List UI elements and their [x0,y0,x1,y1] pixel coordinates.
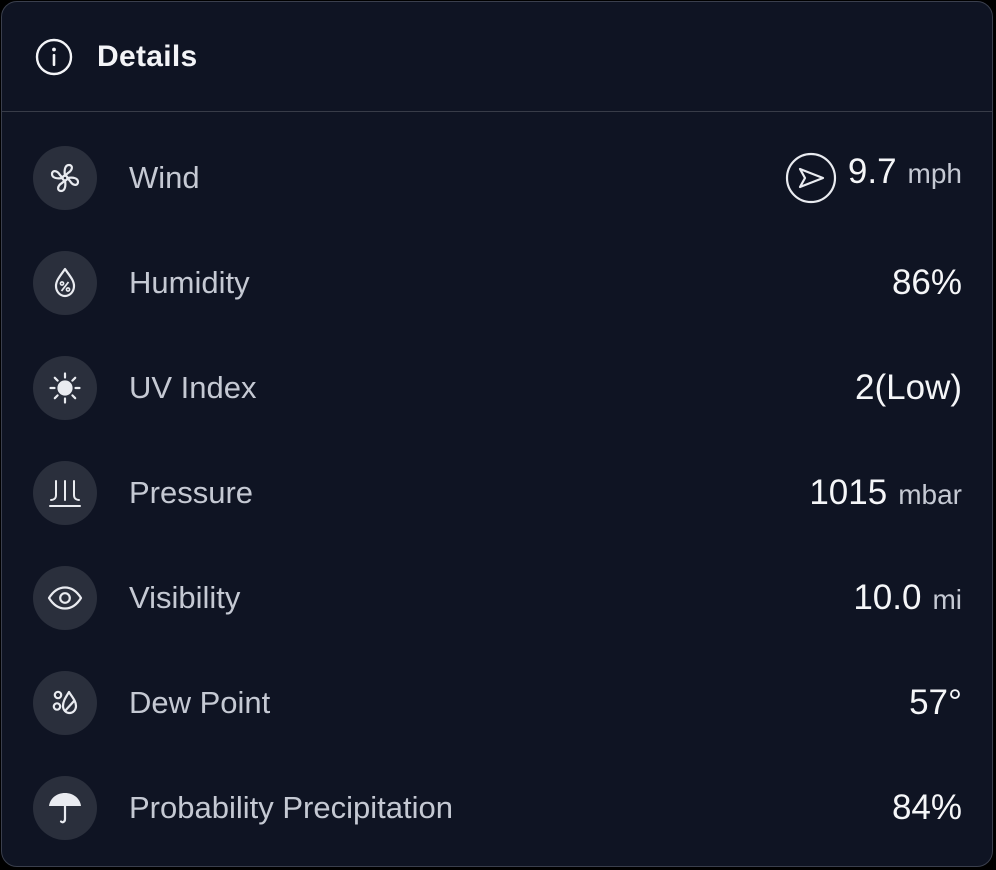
precipitation-number: 84% [891,788,962,827]
uv-index-value: 2(Low) [855,368,962,408]
pressure-icon [33,461,97,525]
uv-index-row: UV Index 2(Low) [2,348,992,428]
wind-unit: mph [907,158,962,189]
fan-icon [33,146,97,210]
dew-point-icon [33,671,97,735]
pressure-label: Pressure [129,475,254,510]
visibility-value: 10.0 mi [853,578,962,618]
precipitation-row: Probability Precipitation 84% [2,768,992,848]
wind-label: Wind [129,160,200,195]
visibility-label: Visibility [129,580,241,615]
info-icon [35,38,73,76]
visibility-row: Visibility 10.0 mi [2,558,992,638]
humidity-row: Humidity 86% [2,243,992,323]
uv-index-number: 2(Low) [855,368,962,407]
umbrella-icon [33,776,97,840]
wind-value: 9.7 mph [785,152,962,204]
pressure-number: 1015 [809,473,888,512]
navigation-arrow-icon [785,152,837,204]
details-title: Details [97,39,198,73]
precipitation-value: 84% [892,788,962,828]
dew-point-label: Dew Point [129,685,271,720]
wind-speed: 9.7 [847,152,897,191]
details-header: Details [2,2,992,112]
humidity-label: Humidity [129,265,250,300]
visibility-number: 10.0 [853,578,922,617]
wind-row: Wind 9.7 mph [2,138,992,218]
dew-point-row: Dew Point 57° [2,663,992,743]
humidity-number: 86% [891,263,962,302]
pressure-row: Pressure 1015 mbar [2,453,992,533]
dew-point-number: 57° [909,683,962,722]
dew-point-value: 57° [909,683,962,723]
uv-index-label: UV Index [129,370,257,405]
eye-icon [33,566,97,630]
pressure-value: 1015 mbar [809,473,962,513]
humidity-value: 86% [892,263,962,303]
sun-icon [33,356,97,420]
precipitation-label: Probability Precipitation [129,790,453,825]
visibility-unit: mi [932,584,962,615]
humidity-drop-icon [33,251,97,315]
pressure-unit: mbar [898,479,962,510]
